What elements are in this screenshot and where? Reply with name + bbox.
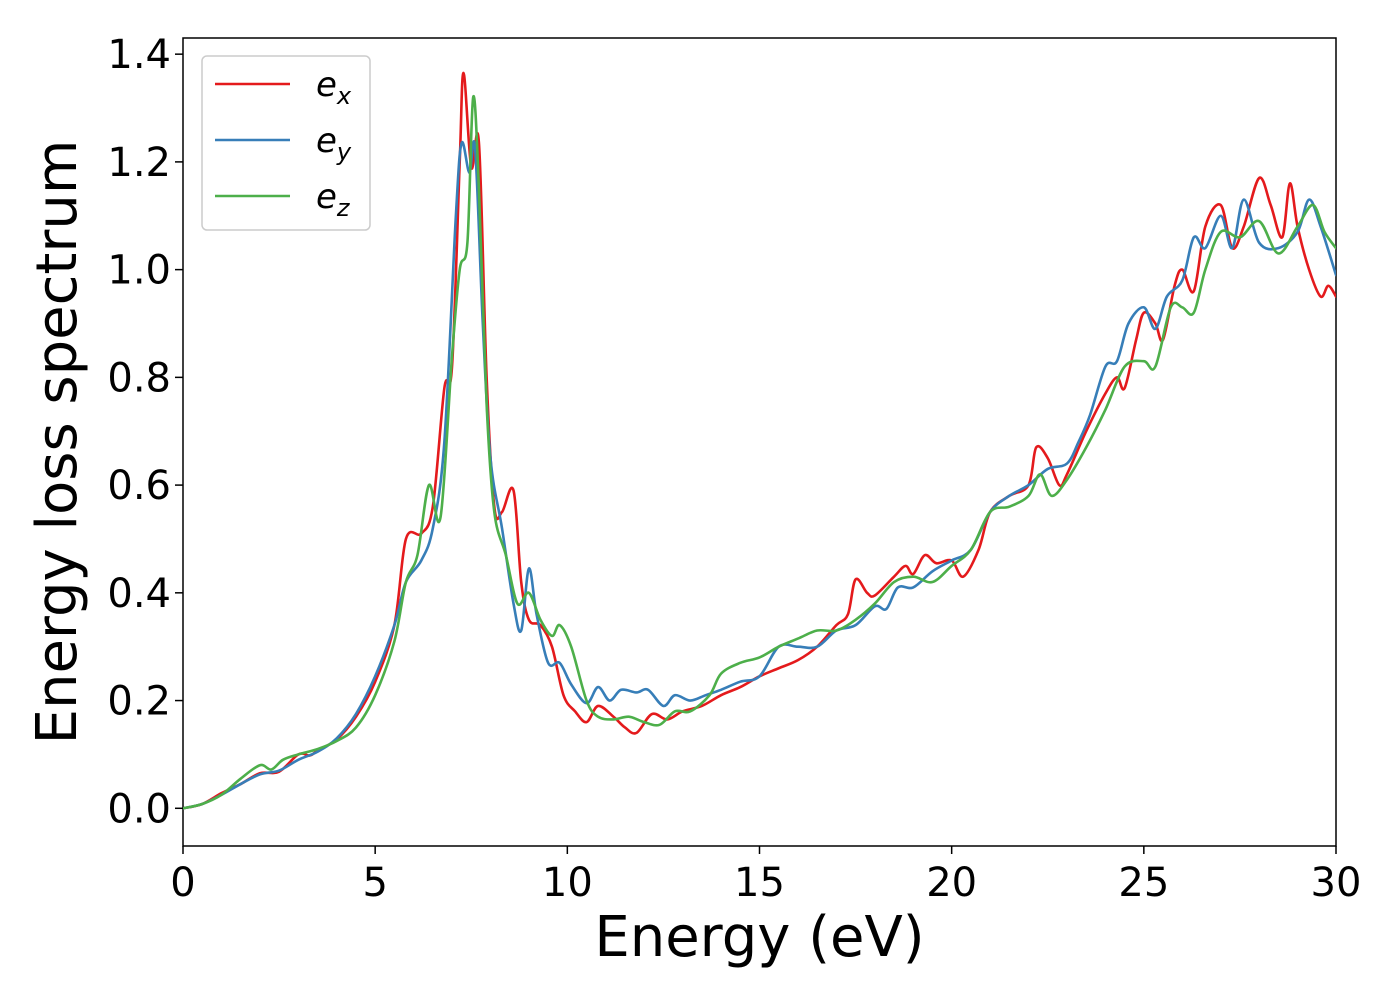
x-tick-label: 10 [542, 860, 593, 906]
y-tick-label: 1.4 [107, 32, 171, 78]
series-line-y [183, 140, 1336, 810]
x-axis-ticks: 0 5 10 15 20 25 30 [170, 846, 1361, 906]
y-axis-ticks: 0.0 0.2 0.4 0.6 0.8 1.0 1.2 1.4 [107, 32, 183, 832]
series-layer [183, 71, 1336, 810]
y-axis-title: Energy loss spectrum [25, 140, 90, 745]
legend-subscript: z [336, 194, 351, 222]
x-axis-title: Energy (eV) [594, 905, 924, 970]
x-tick-label: 25 [1118, 860, 1169, 906]
x-tick-label: 0 [170, 860, 195, 906]
x-tick-label: 30 [1311, 860, 1362, 906]
x-tick-label: 5 [362, 860, 387, 906]
y-tick-label: 1.0 [107, 248, 171, 294]
legend-subscript: x [336, 82, 352, 110]
y-tick-label: 0.2 [107, 679, 171, 725]
series-line-z [183, 94, 1336, 810]
y-tick-label: 0.0 [107, 786, 171, 832]
x-tick-label: 15 [734, 860, 785, 906]
legend-box [201, 55, 371, 231]
x-tick-label: 20 [926, 860, 977, 906]
legend-subscript: y [336, 138, 352, 166]
y-tick-label: 0.4 [107, 571, 171, 617]
y-tick-label: 0.6 [107, 463, 171, 509]
y-tick-label: 1.2 [107, 140, 171, 186]
y-tick-label: 0.8 [107, 355, 171, 401]
